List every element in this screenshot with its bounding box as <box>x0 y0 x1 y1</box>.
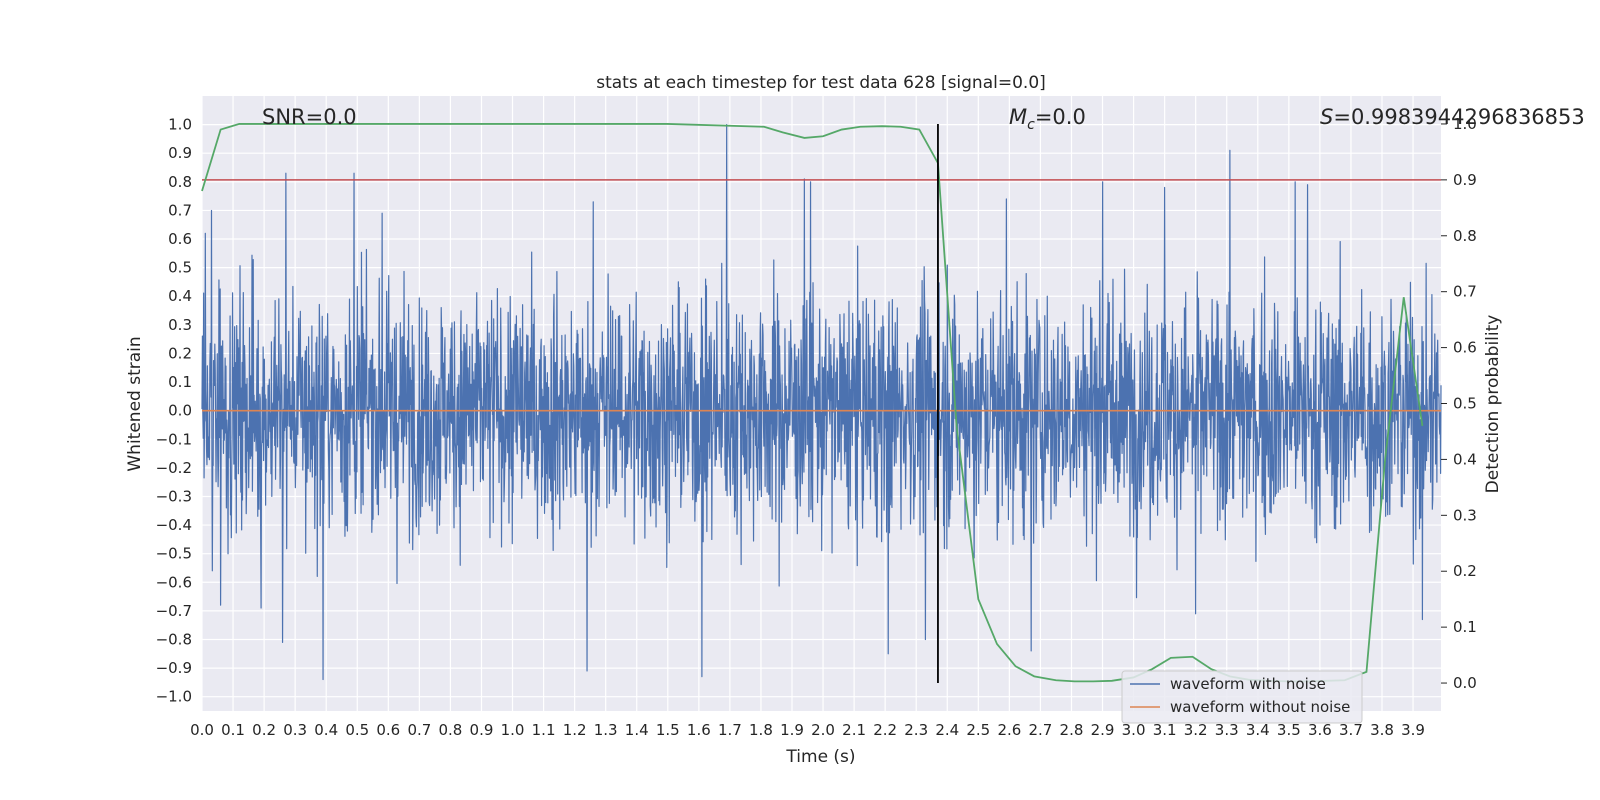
x-axis-label: Time (s) <box>785 747 855 767</box>
x-tick-label: 2.2 <box>873 721 897 739</box>
y-tick-label: 0.3 <box>168 316 192 334</box>
y-tick-label: −0.8 <box>156 630 192 648</box>
y2-tick-label: 0.2 <box>1453 562 1477 580</box>
x-tick-label: 3.3 <box>1215 721 1239 739</box>
y-tick-label: 0.6 <box>168 230 192 248</box>
y-tick-label: 0.8 <box>168 173 192 191</box>
x-tick-label: 1.2 <box>563 721 587 739</box>
legend: waveform with noise waveform without noi… <box>1121 670 1363 724</box>
x-tick-label: 1.1 <box>532 721 556 739</box>
x-tick-label: 2.3 <box>904 721 928 739</box>
y-tick-label: −0.7 <box>156 602 192 620</box>
y-tick-label: −0.5 <box>156 545 192 563</box>
x-tick-label: 0.2 <box>252 721 276 739</box>
x-tick-label: 1.3 <box>594 721 618 739</box>
y-tick-label: 0.9 <box>168 144 192 162</box>
x-tick-label: 1.0 <box>501 721 525 739</box>
y-tick-label: −0.9 <box>156 659 192 677</box>
snr-annotation: SNR=0.0 <box>262 105 357 129</box>
x-tick-label: 2.8 <box>1060 721 1084 739</box>
y-tick-label: 1.0 <box>168 116 192 134</box>
series-waveform-with-noise <box>201 124 1442 681</box>
x-tick-label: 3.1 <box>1153 721 1177 739</box>
y2-tick-label: 1.0 <box>1453 115 1477 133</box>
y2-tick-label: 0.4 <box>1453 450 1477 468</box>
x-tick-label: 3.5 <box>1277 721 1301 739</box>
y2-tick-label: 0.9 <box>1453 171 1477 189</box>
x-tick-label: 1.7 <box>718 721 742 739</box>
score-value: =0.9983944296836853 <box>1333 105 1584 129</box>
x-tick-label: 3.4 <box>1246 721 1270 739</box>
x-tick-label: 0.4 <box>314 721 338 739</box>
y-tick-label: −0.4 <box>156 516 192 534</box>
x-tick-label: 1.5 <box>656 721 680 739</box>
y2-tick-label: 0.1 <box>1453 618 1477 636</box>
y2-tick-label: 0.7 <box>1453 283 1477 301</box>
score-symbol: S <box>1320 105 1333 129</box>
x-tick-label: 0.7 <box>407 721 431 739</box>
x-tick-label: 3.6 <box>1308 721 1332 739</box>
axes: 0.0 0.1 0.2 0.3 0.4 0.5 0.6 0.7 0.8 0.9 1.0 1.1 1.2 1… <box>156 115 1477 739</box>
y-tick-label: −0.3 <box>156 487 192 505</box>
x-tick-label: 1.6 <box>687 721 711 739</box>
x-tick-label: 0.0 <box>190 721 214 739</box>
plot-series <box>201 123 1442 684</box>
y-tick-label: −1.0 <box>156 688 192 706</box>
y2-tick-label: 0.6 <box>1453 339 1477 357</box>
y-tick-label: −0.6 <box>156 573 192 591</box>
legend-box <box>1121 670 1363 724</box>
legend-label-waveform-without-noise: waveform without noise <box>1170 698 1350 716</box>
y-tick-label: −0.2 <box>156 459 192 477</box>
x-tick-label: 2.9 <box>1091 721 1115 739</box>
x-tick-label: 1.4 <box>625 721 649 739</box>
y-tick-label: 0.7 <box>168 201 192 219</box>
x-tick-label: 0.3 <box>283 721 307 739</box>
y-tick-label: −0.1 <box>156 430 192 448</box>
y-tick-label: 0.2 <box>168 344 192 362</box>
y-tick-label: 0.0 <box>168 402 192 420</box>
x-tick-label: 2.7 <box>1028 721 1052 739</box>
score-annotation: S=0.9983944296836853 <box>1320 105 1585 129</box>
x-tick-label: 2.1 <box>842 721 866 739</box>
legend-label-waveform-with-noise: waveform with noise <box>1170 675 1326 693</box>
x-tick-label: 3.0 <box>1122 721 1146 739</box>
y2-tick-label: 0.0 <box>1453 674 1477 692</box>
x-tick-label: 2.5 <box>966 721 990 739</box>
x-tick-label: 0.9 <box>470 721 494 739</box>
x-tick-label: 3.9 <box>1401 721 1425 739</box>
y-tick-label: 0.5 <box>168 259 192 277</box>
y2-tick-label: 0.3 <box>1453 506 1477 524</box>
x-tick-label: 0.1 <box>221 721 245 739</box>
chart-title: stats at each timestep for test data 628… <box>596 73 1046 93</box>
x-tick-label: 0.6 <box>376 721 400 739</box>
x-tick-label: 3.7 <box>1339 721 1363 739</box>
x-tick-label: 3.2 <box>1184 721 1208 739</box>
y-tick-label: 0.1 <box>168 373 192 391</box>
y-axis-label: Whitened strain <box>125 336 145 471</box>
chirp-mass-subscript: c <box>1027 117 1035 133</box>
x-tick-label: 0.5 <box>345 721 369 739</box>
x-tick-label: 2.4 <box>935 721 959 739</box>
y2-tick-label: 0.5 <box>1453 395 1477 413</box>
x-tick-label: 3.8 <box>1370 721 1394 739</box>
x-tick-label: 0.8 <box>438 721 462 739</box>
y-tick-label: 0.4 <box>168 287 192 305</box>
y2-axis-label: Detection probability <box>1483 315 1503 494</box>
x-tick-label: 2.0 <box>811 721 835 739</box>
chirp-mass-symbol: M <box>1009 105 1027 129</box>
x-tick-label: 1.9 <box>780 721 804 739</box>
y2-tick-label: 0.8 <box>1453 227 1477 245</box>
chirp-mass-annotation: Mc=0.0 <box>1009 105 1086 133</box>
x-tick-label: 1.8 <box>749 721 773 739</box>
x-tick-label: 2.6 <box>997 721 1021 739</box>
chirp-mass-value: =0.0 <box>1035 105 1086 129</box>
